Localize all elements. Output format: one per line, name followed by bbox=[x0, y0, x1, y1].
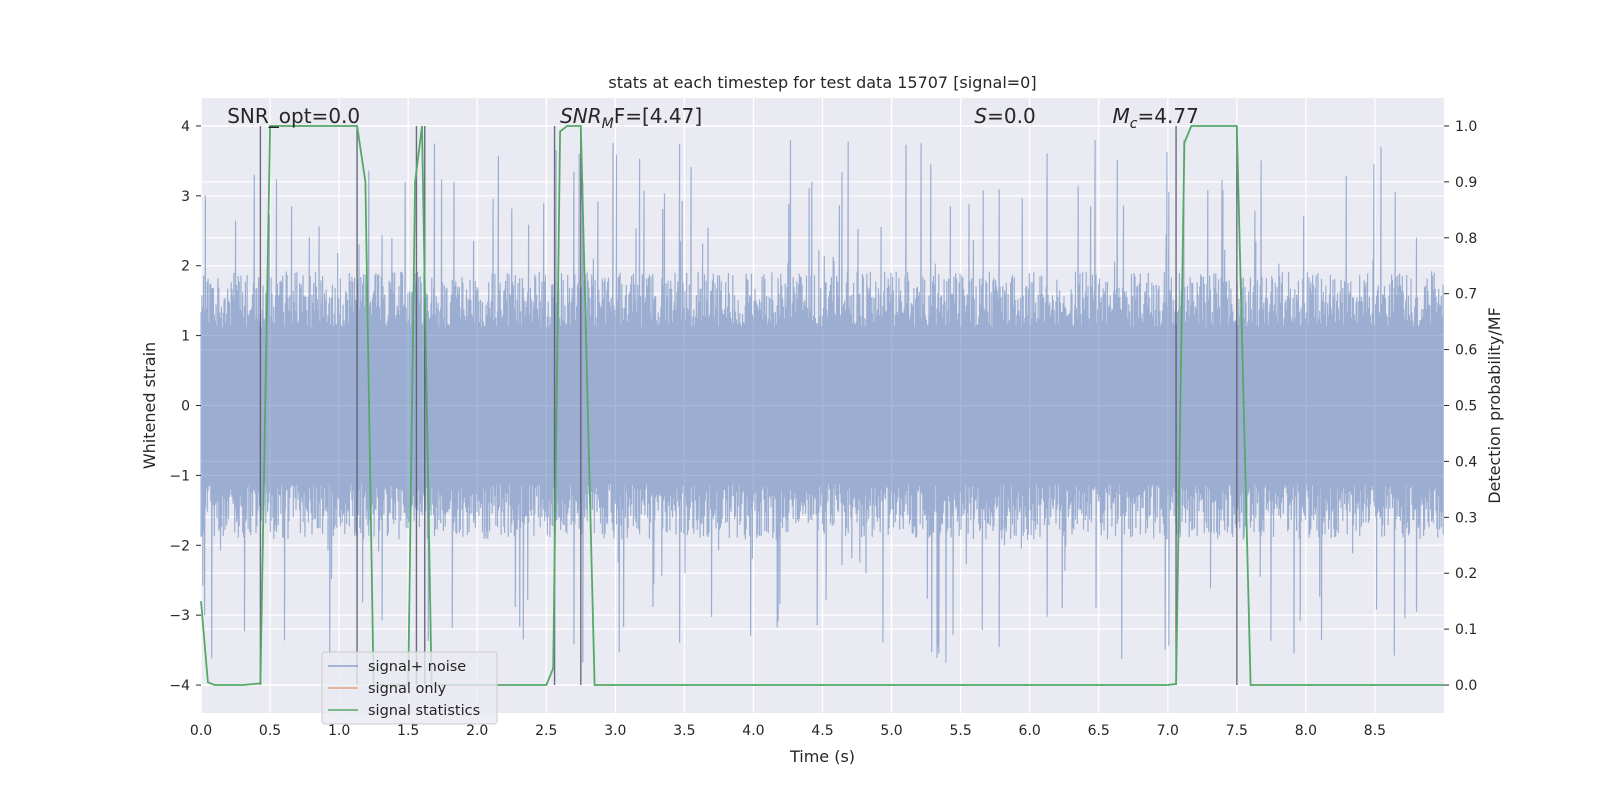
annotation-subscript: c bbox=[1130, 116, 1138, 132]
x-tick-label: 8.0 bbox=[1295, 723, 1317, 739]
y-tick-label: −2 bbox=[169, 538, 190, 554]
y2-tick-label: 0.9 bbox=[1455, 175, 1477, 191]
x-tick-label: 8.5 bbox=[1364, 723, 1386, 739]
y-tick-label: −1 bbox=[169, 468, 190, 484]
y2-tick-label: 0.1 bbox=[1455, 622, 1477, 638]
x-tick-label: 2.5 bbox=[535, 723, 557, 739]
x-tick-label: 3.0 bbox=[604, 723, 626, 739]
x-tick-label: 4.5 bbox=[811, 723, 833, 739]
x-tick-label: 5.5 bbox=[949, 723, 971, 739]
y-tick-label: 1 bbox=[181, 329, 190, 345]
x-tick-label: 7.0 bbox=[1157, 723, 1179, 739]
y2-tick-label: 0.6 bbox=[1455, 343, 1477, 359]
y2-tick-label: 0.4 bbox=[1455, 454, 1477, 470]
y-tick-label: 0 bbox=[181, 399, 190, 415]
x-tick-label: 5.0 bbox=[880, 723, 902, 739]
annotation-tail: =4.77 bbox=[1138, 104, 1199, 128]
legend: signal+ noise signal only signal statist… bbox=[321, 651, 498, 725]
x-tick-label: 3.5 bbox=[673, 723, 695, 739]
annotation-text: Mc=4.77 bbox=[1113, 104, 1199, 132]
x-tick-label: 6.0 bbox=[1019, 723, 1041, 739]
annotation-text: SNRMF=[4.47] bbox=[560, 104, 702, 132]
annotation-subscript: M bbox=[602, 116, 614, 132]
y-tick-label: 2 bbox=[181, 259, 190, 275]
annotation-tail: =0.0 bbox=[987, 104, 1036, 128]
y2-axis-label: Detection probability/MF bbox=[1485, 307, 1504, 504]
x-tick-label: 7.5 bbox=[1226, 723, 1248, 739]
y-tick-label: −3 bbox=[169, 608, 190, 624]
y-tick-label: 3 bbox=[181, 189, 190, 205]
x-tick-label: 6.5 bbox=[1088, 723, 1110, 739]
legend-label-signal-only: signal only bbox=[368, 681, 447, 697]
y2-tick-label: 0.5 bbox=[1455, 399, 1477, 415]
x-tick-label: 0.0 bbox=[190, 723, 212, 739]
x-tick-label: 2.0 bbox=[466, 723, 488, 739]
y-axis-label: Whitened strain bbox=[140, 342, 159, 469]
x-tick-label: 1.0 bbox=[328, 723, 350, 739]
y-tick-label: −4 bbox=[169, 678, 190, 694]
ticks: 0.0 0.5 1.0 1.5 2.0 2.5 3.0 3.5 4.0 4.5 5.0 5.5 6.0 6… bbox=[169, 119, 1477, 739]
annotation-tail: F=[4.47] bbox=[614, 104, 702, 128]
legend-label-noise: signal+ noise bbox=[368, 659, 466, 675]
annotation-main: SNR_opt=0.0 bbox=[227, 104, 360, 128]
y2-tick-label: 0.3 bbox=[1455, 510, 1477, 526]
statistics-line bbox=[200, 125, 1444, 686]
y2-tick-label: 0.8 bbox=[1455, 231, 1477, 247]
y-tick-label: 4 bbox=[181, 119, 190, 135]
legend-label-statistics: signal statistics bbox=[368, 703, 480, 719]
annotation-text: SNR_opt=0.0 bbox=[227, 104, 360, 128]
y2-tick-label: 0.2 bbox=[1455, 566, 1477, 582]
legend-box bbox=[321, 651, 498, 725]
x-tick-label: 0.5 bbox=[259, 723, 281, 739]
annotation-text: S=0.0 bbox=[974, 104, 1035, 128]
annotations: SNR_opt=0.0 SNRMF=[4.47] S=0.0 Mc=4.77 bbox=[227, 104, 1199, 132]
y2-tick-label: 0.0 bbox=[1455, 678, 1477, 694]
annotation-main: M bbox=[1113, 104, 1130, 128]
y2-tick-label: 1.0 bbox=[1455, 119, 1477, 135]
x-tick-label: 4.0 bbox=[742, 723, 764, 739]
annotation-main: S bbox=[974, 104, 987, 128]
signal-statistics-series bbox=[200, 125, 1444, 686]
annotation-main: SNR bbox=[560, 104, 602, 128]
x-axis-label: Time (s) bbox=[789, 747, 855, 766]
x-tick-label: 1.5 bbox=[397, 723, 419, 739]
y2-tick-label: 0.7 bbox=[1455, 287, 1477, 303]
chart-title: stats at each timestep for test data 157… bbox=[608, 73, 1036, 92]
